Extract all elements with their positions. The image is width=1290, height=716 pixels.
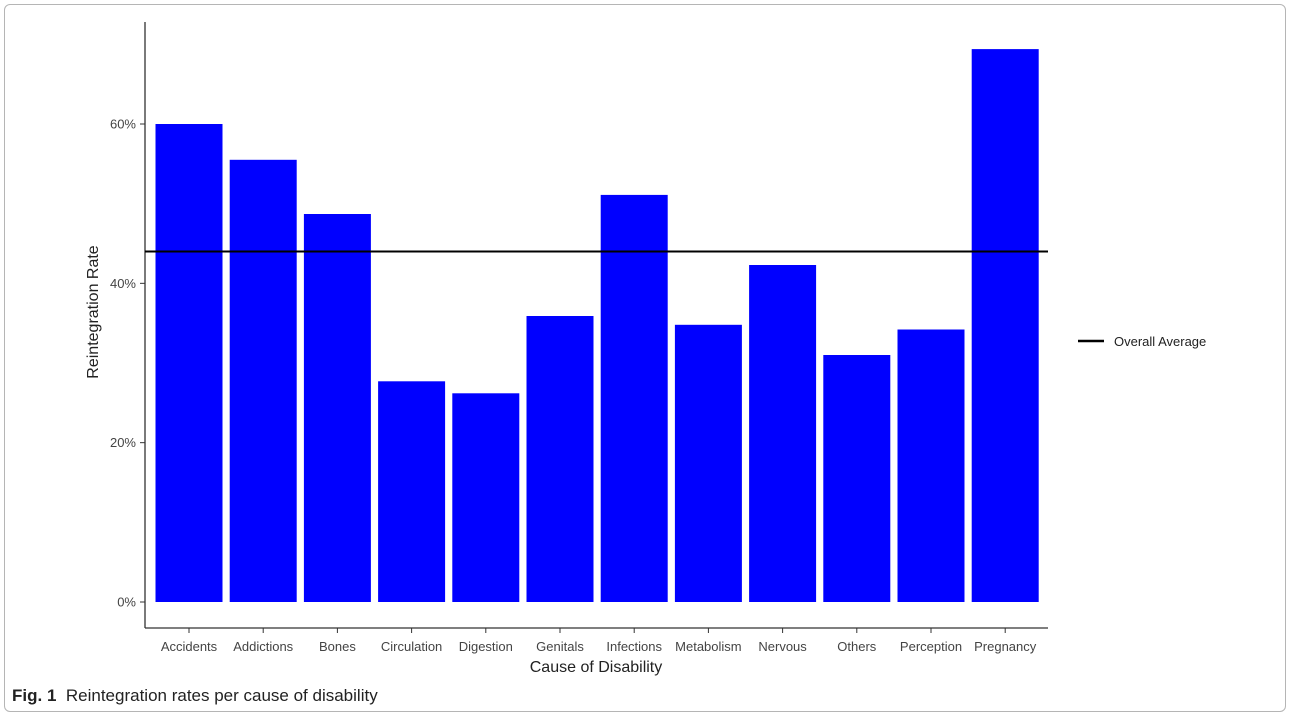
legend: Overall Average — [1078, 334, 1206, 349]
x-tick-label: Nervous — [758, 639, 807, 654]
bar-accidents — [155, 124, 223, 602]
x-axis-title: Cause of Disability — [530, 659, 663, 676]
bars-group — [155, 49, 1039, 603]
x-tick-label: Others — [837, 639, 877, 654]
bar-genitals — [526, 316, 594, 602]
x-tick-label: Perception — [900, 639, 962, 654]
y-tick-label: 0% — [117, 595, 136, 610]
bar-circulation — [378, 381, 446, 602]
x-tick-label: Accidents — [161, 639, 218, 654]
y-tick-label: 40% — [110, 276, 136, 291]
legend-label: Overall Average — [1114, 334, 1206, 349]
caption-label: Fig. 1 — [12, 686, 57, 705]
x-tick-label: Metabolism — [675, 639, 741, 654]
bar-others — [823, 355, 891, 602]
bar-infections — [600, 194, 668, 602]
y-axis: 0% 20% 40% 60% — [110, 22, 146, 628]
bar-digestion — [452, 393, 520, 602]
bar-bones — [303, 214, 371, 602]
x-tick-label: Pregnancy — [974, 639, 1037, 654]
bar-nervous — [749, 265, 817, 602]
x-tick-label: Infections — [606, 639, 662, 654]
y-axis-title: Reintegration Rate — [85, 245, 102, 379]
x-tick-label: Digestion — [459, 639, 513, 654]
x-tick-label: Circulation — [381, 639, 442, 654]
x-tick-label: Genitals — [536, 639, 584, 654]
x-axis: Accidents Addictions Bones Circulation Diges… — [145, 627, 1048, 654]
bar-metabolism — [674, 324, 742, 602]
x-tick-label: Addictions — [233, 639, 293, 654]
bar-perception — [897, 329, 965, 602]
bar-addictions — [229, 159, 297, 603]
figure-caption: Fig. 1 Reintegration rates per cause of … — [12, 686, 378, 706]
y-tick-label: 20% — [110, 435, 136, 450]
bar-pregnancy — [971, 49, 1039, 603]
x-tick-label: Bones — [319, 639, 356, 654]
y-tick-label: 60% — [110, 117, 136, 132]
caption-text: Reintegration rates per cause of disabil… — [65, 686, 378, 705]
